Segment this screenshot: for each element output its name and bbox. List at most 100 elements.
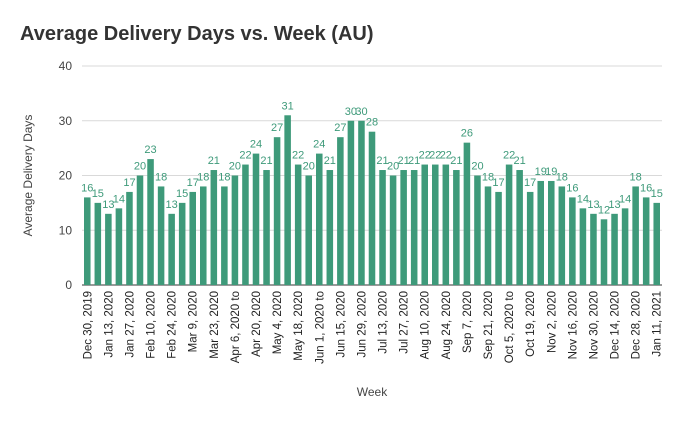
bar — [294, 164, 302, 285]
x-axis-title: Week — [357, 385, 388, 399]
bar — [474, 175, 481, 285]
data-label: 21 — [398, 155, 410, 167]
data-labels: 1615131417202318131517182118202224212731… — [81, 100, 663, 216]
data-label: 24 — [250, 139, 262, 151]
data-label: 13 — [102, 199, 114, 211]
x-tick-label: Nov 2, 2020 — [546, 291, 558, 353]
data-label: 22 — [292, 150, 304, 162]
data-label: 21 — [408, 155, 420, 167]
bar — [347, 120, 355, 285]
x-tick-label: Dec 14, 2020 — [610, 291, 622, 359]
x-tick-label: Jan 11, 2021 — [652, 291, 664, 357]
data-label: 18 — [630, 171, 642, 183]
bar — [189, 191, 196, 285]
data-label: 30 — [345, 106, 357, 118]
data-label: 20 — [471, 161, 483, 173]
bar — [632, 186, 639, 285]
bar — [505, 164, 513, 285]
bar — [84, 197, 91, 285]
data-label: 20 — [229, 161, 241, 173]
bar — [421, 164, 428, 285]
bar — [653, 202, 660, 285]
bar — [442, 164, 450, 285]
x-tick-label: Nov 30, 2020 — [588, 291, 600, 359]
data-label: 20 — [387, 161, 399, 173]
data-label: 22 — [503, 150, 515, 162]
data-label: 21 — [324, 155, 336, 167]
bar — [516, 170, 523, 285]
bar — [621, 208, 629, 285]
data-label: 17 — [524, 177, 536, 189]
data-label: 12 — [598, 204, 610, 216]
data-label: 14 — [619, 193, 631, 205]
data-label: 15 — [176, 188, 188, 200]
bar — [157, 186, 165, 285]
x-tick-label: Dec 28, 2020 — [631, 291, 643, 359]
x-tick-label: Apr 20, 2020 — [251, 291, 263, 357]
y-axis-ticks: 0 10 20 30 40 — [59, 59, 73, 292]
y-tick-label: 10 — [59, 223, 73, 237]
y-tick-label: 40 — [59, 59, 73, 73]
bar — [569, 197, 576, 285]
bar — [147, 159, 154, 285]
data-label: 21 — [208, 155, 220, 167]
x-tick-label: Sep 7, 2020 — [462, 291, 474, 353]
data-label: 21 — [450, 155, 462, 167]
data-label: 22 — [239, 150, 251, 162]
bar — [484, 186, 492, 285]
data-label: 15 — [651, 188, 663, 200]
y-axis-title: Average Delivery Days — [21, 115, 35, 237]
x-tick-label: Jun 29, 2020 — [356, 291, 368, 358]
y-tick-label: 20 — [59, 169, 73, 183]
bar — [136, 175, 144, 285]
bar — [263, 170, 270, 285]
data-label: 20 — [303, 161, 315, 173]
data-label: 18 — [218, 171, 230, 183]
data-label: 16 — [81, 182, 93, 194]
x-tick-label: Oct 19, 2020 — [525, 291, 537, 357]
bar — [389, 175, 397, 285]
bar — [611, 213, 618, 285]
bar — [242, 164, 249, 285]
data-label: 30 — [355, 106, 367, 118]
bar — [305, 175, 312, 285]
x-tick-label: Feb 24, 2020 — [167, 291, 179, 359]
data-label: 22 — [440, 150, 452, 162]
x-tick-label: Jan 13, 2020 — [103, 291, 115, 358]
x-tick-label: Aug 10, 2020 — [420, 291, 432, 359]
bar — [326, 170, 334, 285]
data-label: 21 — [514, 155, 526, 167]
bar — [337, 137, 344, 285]
data-label: 17 — [492, 177, 504, 189]
data-label: 26 — [461, 128, 473, 140]
bar — [537, 180, 544, 285]
data-label: 18 — [155, 171, 167, 183]
bar — [379, 170, 386, 285]
bar — [200, 186, 207, 285]
x-tick-label: Jul 27, 2020 — [399, 291, 411, 354]
x-tick-label: May 18, 2020 — [293, 291, 305, 361]
bar — [495, 191, 502, 285]
bar — [410, 170, 418, 285]
bar — [252, 153, 260, 285]
bar — [273, 137, 281, 285]
bar — [579, 208, 587, 285]
x-tick-label: May 4, 2020 — [272, 291, 284, 354]
data-label: 27 — [334, 122, 346, 134]
data-label: 17 — [123, 177, 135, 189]
data-label: 19 — [535, 166, 547, 178]
data-label: 18 — [556, 171, 568, 183]
data-label: 18 — [197, 171, 209, 183]
data-label: 31 — [282, 100, 294, 112]
bar — [178, 202, 186, 285]
data-label: 27 — [271, 122, 283, 134]
bar — [368, 131, 376, 285]
data-label: 13 — [587, 199, 599, 211]
x-tick-label: Mar 23, 2020 — [209, 291, 221, 359]
x-tick-label: Jun 15, 2020 — [335, 291, 347, 358]
data-label: 13 — [608, 199, 620, 211]
data-label: 16 — [566, 182, 578, 194]
data-label: 22 — [429, 150, 441, 162]
bars — [84, 115, 660, 286]
bar — [642, 197, 650, 285]
